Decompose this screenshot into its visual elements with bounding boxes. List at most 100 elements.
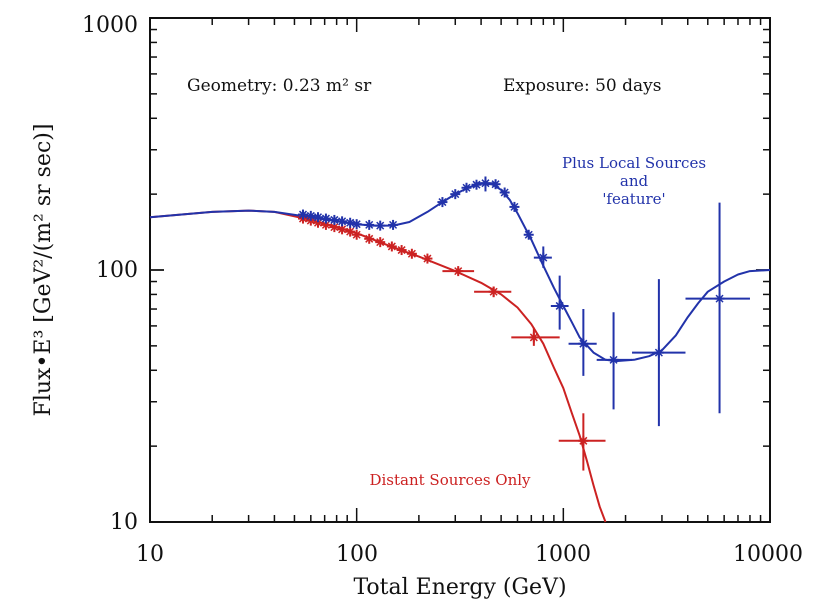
distant-sources-marker — [423, 254, 432, 263]
distant-sources-point — [422, 253, 433, 264]
local-sources-point — [499, 187, 510, 198]
local-sources-marker — [579, 339, 588, 348]
local-sources-marker — [555, 301, 564, 310]
distant-sources-point — [474, 286, 512, 298]
distant-sources-curve — [149, 209, 607, 523]
local-sources-marker — [715, 294, 724, 303]
distant-sources-marker — [352, 230, 361, 239]
local-sources-marker — [462, 183, 471, 192]
local-sources-point — [329, 214, 340, 225]
distant-sources-point — [442, 266, 475, 277]
local-sources-marker — [298, 210, 308, 219]
y-axis-title: Flux•E³ [GeV²/(m² sr sec)] — [31, 124, 56, 417]
local-sources-marker — [352, 220, 361, 229]
axis-ticks — [149, 17, 771, 523]
distant-sources-marker — [321, 220, 330, 229]
series-curves — [149, 182, 771, 523]
distant-sources-point — [337, 224, 348, 235]
local-sources-point — [320, 213, 331, 224]
distant-sources-marker — [338, 225, 347, 234]
distant-sources-marker — [365, 234, 374, 243]
distant-sources-point — [351, 229, 362, 240]
local-sources-point — [388, 219, 399, 230]
distant-sources-point — [329, 222, 340, 233]
local-sources-point — [298, 209, 309, 220]
exposure-annotation: Exposure: 50 days — [503, 76, 662, 96]
local-sources-marker — [539, 253, 548, 262]
local-sources-marker — [346, 218, 355, 227]
distant-sources-marker — [529, 333, 538, 342]
y-tick-label: 100 — [96, 258, 138, 283]
x-tick-label: 1000 — [535, 542, 591, 567]
local-sources-point — [437, 197, 448, 208]
local-sources-marker — [654, 348, 663, 357]
geometry-annotation: Geometry: 0.23 m² sr — [187, 76, 372, 96]
distant-sources-marker — [387, 242, 396, 251]
local-sources-marker — [365, 220, 374, 229]
distant-sources-marker — [579, 436, 588, 445]
local-sources-marker — [451, 190, 460, 199]
local-sources-marker — [524, 230, 533, 239]
local-sources-marker — [330, 215, 339, 224]
local-sources-marker — [389, 220, 398, 229]
y-tick-label: 10 — [110, 510, 138, 535]
local-sources-marker — [321, 214, 330, 223]
local-sources-point — [509, 201, 520, 212]
distant-sources-label: Distant Sources Only — [369, 471, 531, 489]
local-sources-point — [685, 202, 750, 414]
x-tick-label: 10000 — [733, 542, 803, 567]
y-tick-labels: 10 100 1000 — [82, 13, 138, 535]
local-sources-point — [471, 179, 482, 190]
x-tick-label: 10 — [136, 542, 164, 567]
distant-sources-marker — [330, 223, 339, 232]
local-sources-point — [313, 212, 324, 223]
local-sources-point — [490, 179, 501, 190]
y-tick-label: 1000 — [82, 13, 138, 38]
series-points — [298, 176, 750, 471]
local-sources-marker — [609, 355, 618, 364]
local-sources-point — [568, 309, 597, 376]
distant-sources-point — [406, 248, 417, 259]
local-sources-point — [550, 275, 569, 330]
local-sources-marker — [491, 180, 500, 189]
local-sources-point — [533, 246, 552, 268]
distant-sources-marker — [397, 246, 406, 255]
local-sources-point — [523, 229, 534, 240]
distant-sources-point — [364, 233, 375, 244]
x-tick-label: 100 — [336, 542, 378, 567]
local-sources-label-line: 'feature' — [602, 190, 665, 208]
local-sources-label-line: Plus Local Sources — [562, 154, 706, 172]
distant-sources-marker — [489, 287, 498, 296]
local-sources-point — [461, 182, 472, 193]
local-sources-marker — [438, 198, 447, 207]
local-sources-marker — [510, 202, 519, 211]
distant-sources-marker — [407, 249, 416, 258]
local-sources-label: Plus Local Sources and 'feature' — [562, 154, 706, 208]
local-sources-point — [375, 220, 386, 231]
distant-sources-point — [396, 245, 407, 256]
local-sources-marker — [313, 213, 323, 222]
local-sources-marker — [306, 211, 315, 220]
distant-sources-point — [511, 327, 560, 346]
distant-sources-point — [558, 413, 606, 471]
local-sources-point — [632, 279, 686, 427]
local-sources-point — [337, 216, 348, 227]
x-axis-title: Total Energy (GeV) — [353, 575, 566, 600]
local-sources-point — [364, 219, 375, 230]
x-tick-labels: 10 100 1000 10000 — [136, 542, 803, 567]
distant-sources-marker — [346, 227, 355, 236]
local-sources-point — [351, 219, 362, 230]
local-sources-point — [450, 189, 461, 200]
local-sources-label-line: and — [620, 172, 649, 190]
local-sources-marker — [338, 217, 347, 226]
distant-sources-point — [375, 237, 386, 248]
distant-sources-marker — [454, 267, 463, 276]
distant-sources-point — [386, 241, 397, 252]
local-sources-marker — [481, 179, 490, 188]
local-sources-point — [305, 210, 316, 221]
local-sources-marker — [500, 188, 509, 197]
local-sources-marker — [376, 221, 385, 230]
distant-sources-marker — [376, 238, 385, 247]
local-sources-point — [596, 312, 633, 410]
